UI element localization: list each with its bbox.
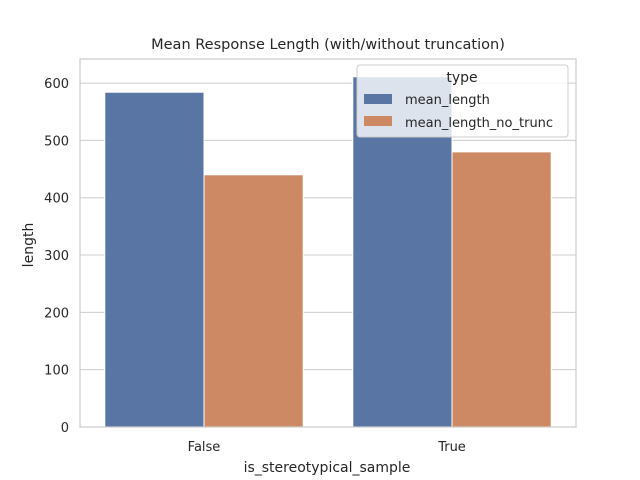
x-tick-label: True — [437, 440, 466, 455]
plot-frame — [79, 58, 577, 428]
legend-label-mean-length: mean_length — [405, 93, 490, 108]
legend: type mean_length mean_length_no_trunc — [356, 64, 569, 138]
bars — [104, 76, 552, 428]
legend-label-mean-length-no-trunc: mean_length_no_trunc — [405, 116, 553, 131]
y-axis-label: length — [21, 223, 37, 268]
legend-title: type — [446, 70, 477, 86]
legend-swatch-mean-length-no-trunc — [364, 116, 392, 126]
y-tick-label: 200 — [44, 306, 69, 321]
y-tick-label: 0 — [61, 421, 69, 436]
y-tick-label: 500 — [44, 134, 69, 149]
y-tick-labels: 0 100 200 300 400 500 600 — [44, 77, 69, 436]
x-axis-label: is_stereotypical_sample — [244, 460, 411, 476]
y-tick-label: 100 — [44, 364, 69, 379]
x-tick-labels: False True — [188, 440, 466, 455]
chart-title: Mean Response Length (with/without trunc… — [151, 37, 505, 53]
y-tick-label: 400 — [44, 192, 69, 207]
legend-box — [356, 64, 569, 138]
bar-mean-length-no-trunc-false — [203, 174, 304, 428]
bar-mean-length-false — [104, 91, 205, 428]
x-tick-label: False — [188, 440, 221, 455]
y-tick-label: 600 — [44, 77, 69, 92]
legend-swatch-mean-length — [364, 94, 392, 104]
y-tick-label: 300 — [44, 249, 69, 264]
bar-mean-length-no-trunc-true — [451, 151, 552, 428]
